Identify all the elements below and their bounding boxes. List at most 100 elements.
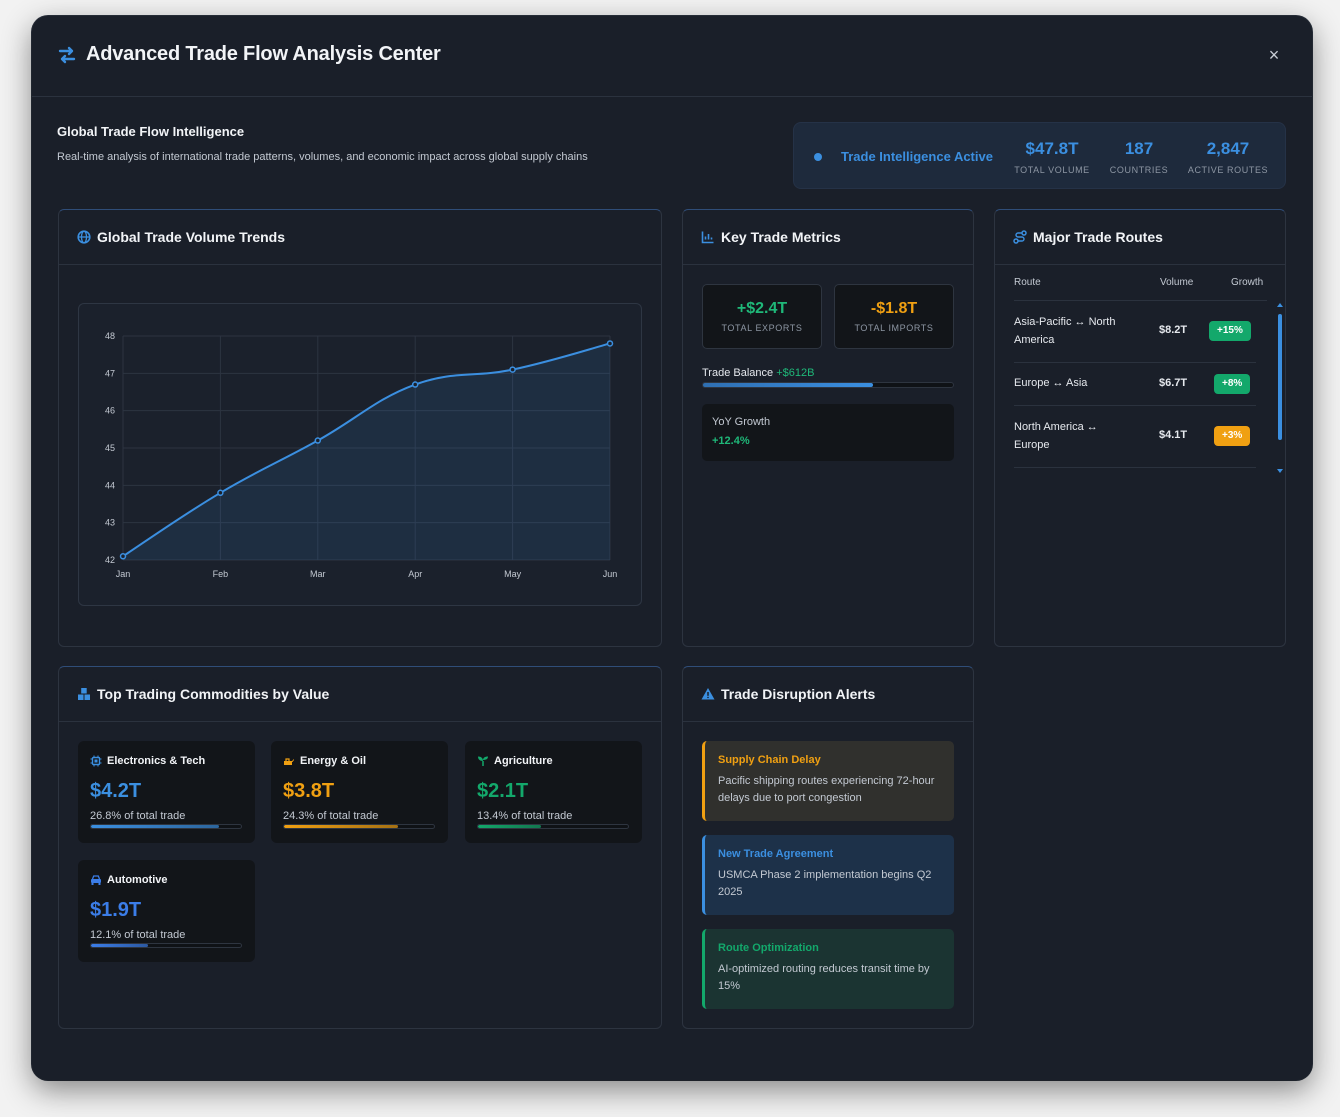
route-name: North America ↔ Europe xyxy=(1014,421,1098,451)
alert-new-trade-agreement[interactable]: New Trade Agreement USMCA Phase 2 implem… xyxy=(702,835,954,915)
area-fill xyxy=(123,343,610,560)
commodity-card-energy[interactable]: Energy & Oil $3.8T 24.3% of total trade xyxy=(271,741,448,843)
trade-analysis-modal: Advanced Trade Flow Analysis Center × Gl… xyxy=(32,16,1312,1080)
commodity-share: 13.4% of total trade xyxy=(477,810,573,822)
commodity-name: Energy & Oil xyxy=(300,755,367,767)
panel-title: Top Trading Commodities by Value xyxy=(97,686,330,702)
chart-line-icon xyxy=(701,231,714,244)
data-point xyxy=(411,381,419,388)
table-row[interactable]: Asia-Pacific ↔ North America $8.2T +15% xyxy=(1014,302,1256,363)
commodity-value: $4.2T xyxy=(90,780,142,802)
x-tick-label: Apr xyxy=(408,569,422,579)
seedling-icon xyxy=(478,756,488,766)
modal-header: Advanced Trade Flow Analysis Center × xyxy=(32,16,1312,97)
modal-title: Advanced Trade Flow Analysis Center xyxy=(86,43,441,65)
growth-badge: +15% xyxy=(1209,321,1251,341)
trade-balance-fill xyxy=(703,383,873,387)
commodity-card-automotive[interactable]: Automotive $1.9T 12.1% of total trade xyxy=(78,860,255,962)
commodity-share-fill xyxy=(478,825,541,828)
y-tick-label: 48 xyxy=(105,331,115,341)
y-tick-label: 46 xyxy=(105,406,115,416)
commodity-name: Electronics & Tech xyxy=(107,755,206,767)
y-tick-label: 44 xyxy=(105,480,115,490)
x-tick-label: Jan xyxy=(116,569,131,579)
close-button[interactable]: × xyxy=(1268,45,1280,65)
volume-trends-panel: Global Trade Volume Trends 42 43 44 45 46 47 4… xyxy=(58,209,662,647)
alert-title: Supply Chain Delay xyxy=(718,754,821,766)
stat-countries: 187 COUNTRIES xyxy=(1108,139,1170,175)
x-tick-label: Mar xyxy=(310,569,326,579)
route-volume: $4.1T xyxy=(1159,429,1188,441)
data-point xyxy=(509,366,516,373)
stat-label: TOTAL VOLUME xyxy=(1014,165,1090,175)
imports-value: -$1.8T xyxy=(870,300,918,317)
alert-supply-chain-delay[interactable]: Supply Chain Delay Pacific shipping rout… xyxy=(702,741,954,821)
volume-chart: 42 43 44 45 46 47 48 Jan Feb Mar Apr May Jun xyxy=(78,303,642,606)
total-imports-card: -$1.8T TOTAL IMPORTS xyxy=(834,284,954,349)
growth-badge: +8% xyxy=(1214,374,1251,394)
commodity-share-fill xyxy=(91,825,219,828)
routes-scrollbar[interactable] xyxy=(1277,302,1283,474)
table-row[interactable]: Europe ↔ Asia $6.7T +8% xyxy=(1014,363,1256,406)
y-tick-label: 42 xyxy=(105,555,115,565)
commodity-share-fill xyxy=(284,825,398,828)
commodity-card-electronics[interactable]: Electronics & Tech $4.2T 26.8% of total … xyxy=(78,741,255,843)
commodity-share: 26.8% of total trade xyxy=(90,810,186,822)
y-tick-label: 43 xyxy=(105,518,115,528)
commodities-panel: Top Trading Commodities by Value Electro… xyxy=(58,666,662,1029)
stat-value: 2,847 xyxy=(1206,139,1250,158)
warning-triangle-icon xyxy=(701,688,715,700)
stat-active-routes: 2,847 ACTIVE ROUTES xyxy=(1187,139,1269,175)
yoy-growth-box: YoY Growth +12.4% xyxy=(702,404,954,461)
commodity-value: $3.8T xyxy=(283,780,335,802)
trade-balance-value: +$612B xyxy=(776,367,815,379)
column-growth: Growth xyxy=(1231,277,1264,288)
route-name: Europe ↔ Asia xyxy=(1014,377,1088,389)
panel-title: Global Trade Volume Trends xyxy=(97,229,286,245)
commodity-share-fill xyxy=(91,944,148,947)
stat-value: 187 xyxy=(1124,139,1154,158)
panel-header: Top Trading Commodities by Value xyxy=(59,667,661,722)
panel-title: Trade Disruption Alerts xyxy=(721,686,876,702)
imports-label: TOTAL IMPORTS xyxy=(854,323,934,333)
intro-title: Global Trade Flow Intelligence xyxy=(57,124,245,139)
commodity-share-bar xyxy=(90,943,242,948)
exports-label: TOTAL EXPORTS xyxy=(721,323,803,333)
commodity-card-agriculture[interactable]: Agriculture $2.1T 13.4% of total trade xyxy=(465,741,642,843)
scroll-down-icon[interactable] xyxy=(1277,468,1283,474)
disruption-alerts-panel: Trade Disruption Alerts Supply Chain Del… xyxy=(682,666,974,1029)
data-point xyxy=(119,553,127,560)
scroll-up-icon[interactable] xyxy=(1277,302,1283,308)
stat-total-volume: $47.8T TOTAL VOLUME xyxy=(1012,139,1092,175)
yoy-label: YoY Growth xyxy=(712,416,771,428)
y-tick-label: 47 xyxy=(105,368,115,378)
trade-balance-label: Trade Balance xyxy=(702,367,774,379)
stat-value: $47.8T xyxy=(1025,139,1079,158)
commodity-name: Agriculture xyxy=(494,755,553,767)
series-line xyxy=(122,342,611,558)
status-label: Trade Intelligence Active xyxy=(841,149,993,164)
route-volume: $8.2T xyxy=(1159,324,1188,336)
commodity-name: Automotive xyxy=(107,874,168,886)
car-icon xyxy=(91,875,101,885)
volume-chart-svg: 42 43 44 45 46 47 48 Jan Feb Mar Apr May Jun xyxy=(105,331,618,579)
growth-badge: +3% xyxy=(1214,426,1251,446)
x-tick-label: May xyxy=(504,569,522,579)
alert-text: Pacific shipping routes experiencing 72-… xyxy=(718,775,935,804)
globe-icon xyxy=(77,230,91,244)
route-icon xyxy=(1013,230,1027,244)
exports-value: +$2.4T xyxy=(736,300,788,317)
data-point xyxy=(606,340,614,347)
alert-route-optimization[interactable]: Route Optimization AI-optimized routing … xyxy=(702,929,954,1009)
trade-balance-bar xyxy=(702,382,954,388)
alert-title: New Trade Agreement xyxy=(718,848,834,860)
table-row[interactable]: North America ↔ Europe $4.1T +3% xyxy=(1014,406,1256,468)
x-tick-label: Jun xyxy=(603,569,618,579)
scrollbar-thumb[interactable] xyxy=(1278,314,1282,440)
oil-icon xyxy=(284,758,294,765)
commodity-share-bar xyxy=(477,824,629,829)
panel-title: Major Trade Routes xyxy=(1033,229,1163,245)
x-tick-label: Feb xyxy=(213,569,229,579)
status-indicator-dot xyxy=(814,153,822,161)
chip-icon xyxy=(90,755,102,767)
